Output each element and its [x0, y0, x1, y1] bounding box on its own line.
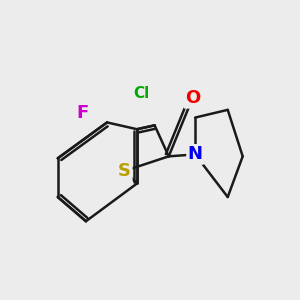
Text: Cl: Cl [133, 86, 149, 101]
Text: F: F [76, 104, 88, 122]
Text: O: O [185, 89, 200, 107]
Text: N: N [188, 146, 202, 164]
Text: S: S [118, 162, 131, 180]
